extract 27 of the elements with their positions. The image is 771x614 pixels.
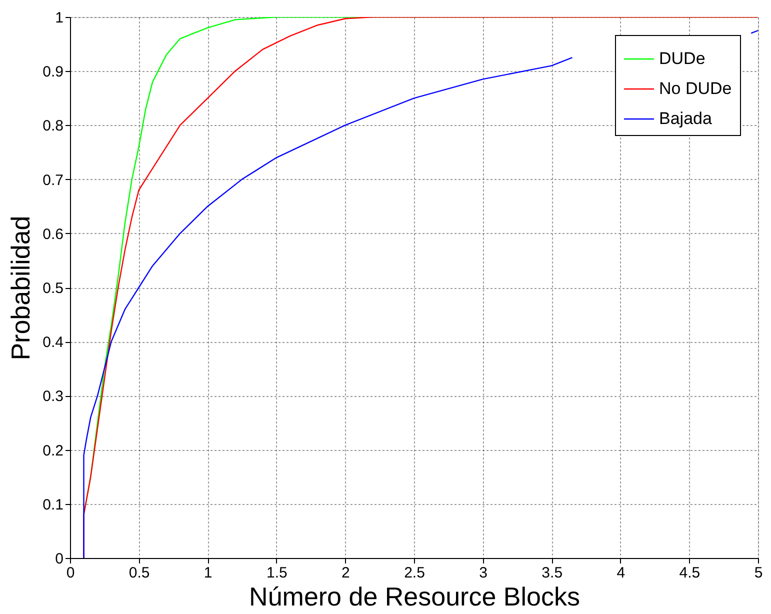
y-tick-label: 0.1	[42, 496, 64, 514]
x-tick-label: 1	[204, 564, 212, 582]
y-tick-label: 0.6	[42, 226, 64, 243]
x-tick-label: 4.5	[679, 564, 700, 582]
x-tick-label: 3	[479, 564, 488, 582]
x-tick-label: 3.5	[542, 564, 563, 582]
x-tick-label: 0.5	[128, 564, 150, 582]
x-tick-label: 0	[66, 564, 75, 582]
y-tick-label: 0.3	[42, 388, 64, 406]
x-tick-label: 2.5	[404, 564, 425, 582]
legend-label: DUDe	[659, 49, 706, 68]
x-tick-label: 5	[754, 564, 763, 582]
x-tick-label: 2	[342, 564, 350, 582]
legend-label: No DUDe	[659, 79, 732, 98]
x-axis-title: Número de Resource Blocks	[249, 582, 580, 612]
x-tick-label: 1.5	[266, 564, 288, 582]
y-tick-label: 0.5	[42, 280, 64, 297]
y-axis-title: Probabilidad	[6, 216, 36, 360]
legend-label: Bajada	[659, 109, 712, 128]
y-tick-label: 0.9	[42, 64, 64, 81]
y-tick-label: 0	[55, 550, 64, 568]
x-tick-label: 4	[616, 564, 626, 582]
y-tick-label: 0.2	[42, 442, 64, 460]
y-tick-label: 1	[55, 10, 64, 26]
y-tick-label: 0.8	[42, 118, 64, 135]
y-tick-label: 0.7	[42, 172, 64, 189]
y-tick-label: 0.4	[42, 334, 64, 352]
